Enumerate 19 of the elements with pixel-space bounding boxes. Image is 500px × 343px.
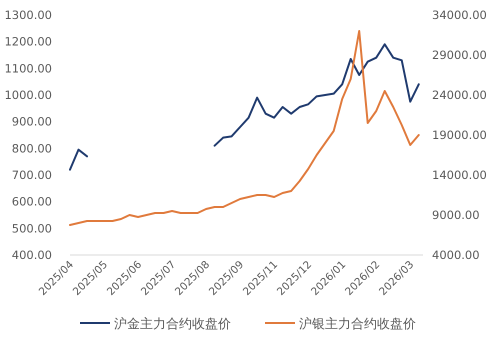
y2-tick-label: 29000.00 — [432, 48, 487, 62]
y-tick-label: 900.00 — [12, 114, 52, 129]
y2-tick-label: 14000.00 — [432, 168, 487, 182]
y-tick-label: 1000.00 — [4, 88, 52, 102]
y2-tick-label: 9000.00 — [432, 208, 480, 222]
y-tick-label: 600.00 — [12, 194, 52, 209]
y-tick-label: 1300.00 — [4, 8, 52, 22]
y-tick-label: 500.00 — [12, 221, 52, 236]
y-tick-label: 1100.00 — [4, 61, 52, 76]
y2-tick-label: 34000.00 — [432, 8, 487, 22]
y-tick-label: 700.00 — [12, 168, 52, 182]
y-tick-label: 800.00 — [12, 141, 52, 156]
y2-tick-label: 4000.00 — [432, 248, 480, 262]
y2-tick-label: 19000.00 — [432, 128, 487, 142]
y2-tick-label: 24000.00 — [432, 88, 487, 102]
y-tick-label: 400.00 — [12, 248, 52, 262]
y-tick-label: 1200.00 — [4, 34, 52, 49]
legend-label: 沪金主力合约收盘价 — [114, 316, 231, 332]
legend-label: 沪银主力合约收盘价 — [299, 316, 416, 332]
